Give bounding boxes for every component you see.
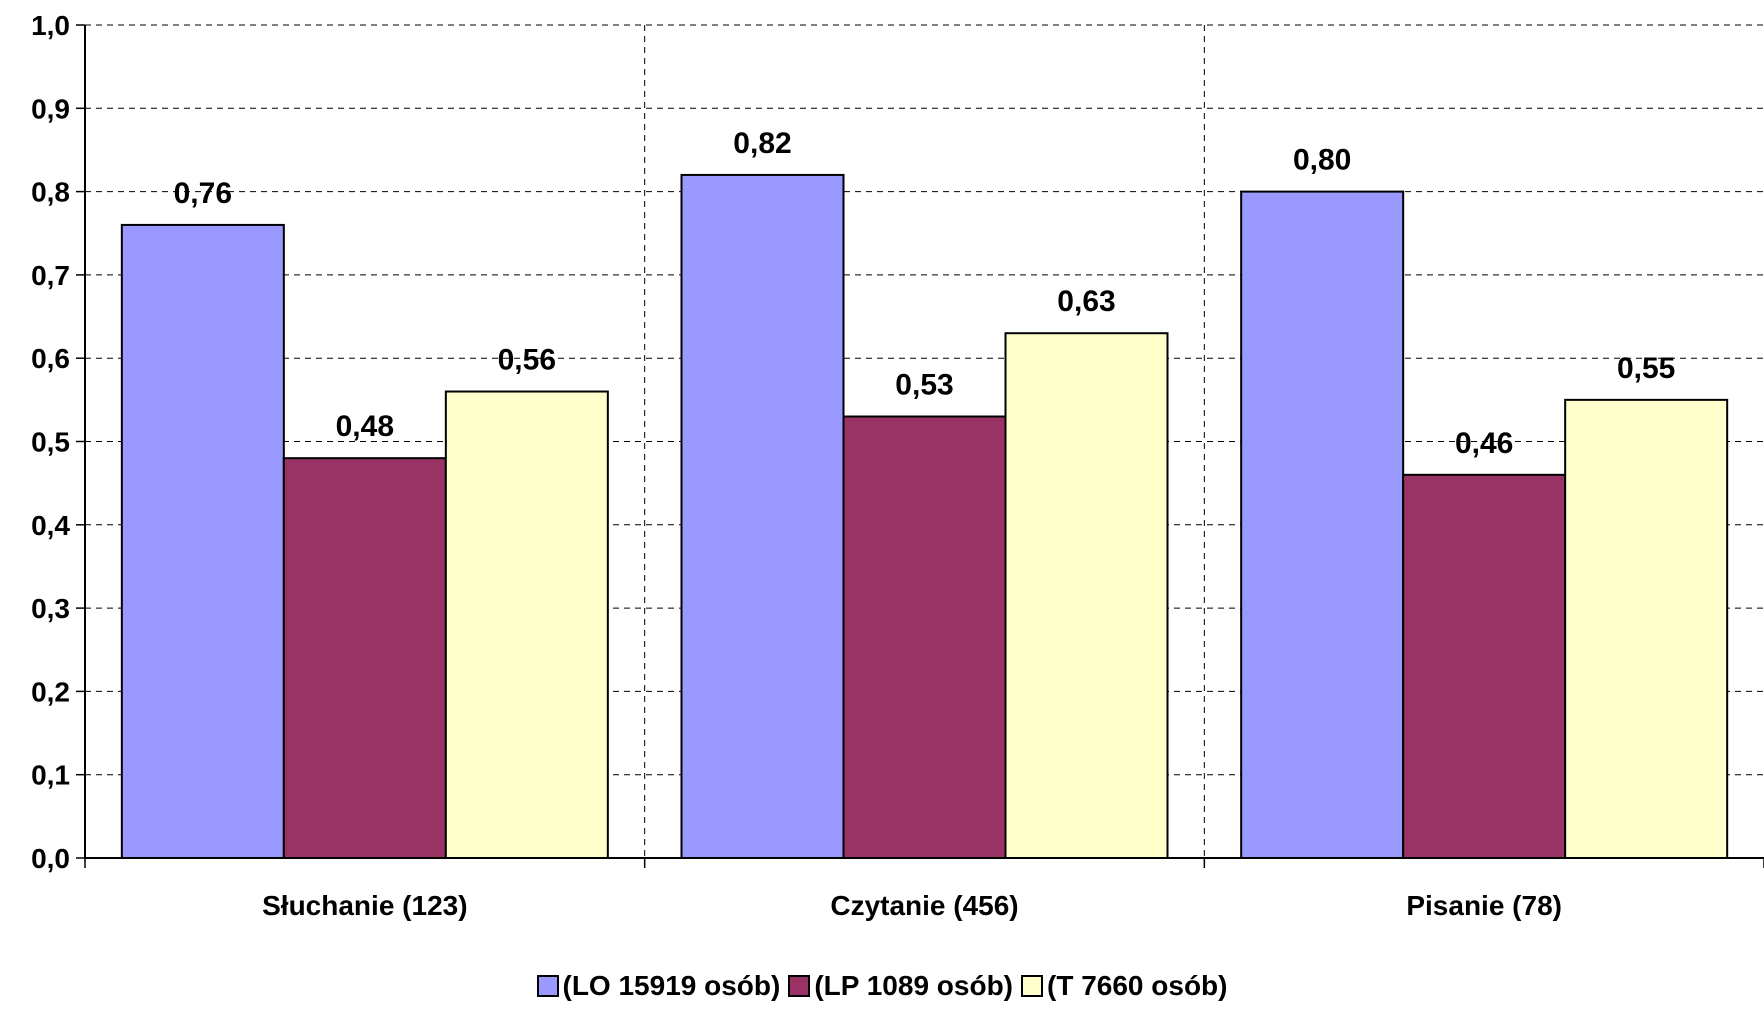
data-label: 0,63 <box>1057 285 1115 318</box>
data-label: 0,82 <box>733 127 791 160</box>
data-label: 0,80 <box>1293 144 1351 177</box>
legend-label-lp: (LP 1089 osób) <box>814 970 1013 1001</box>
y-tick-label: 0,4 <box>31 510 70 541</box>
bar <box>1564 398 1729 859</box>
y-tick-label: 0,9 <box>31 93 70 124</box>
bar <box>120 223 285 860</box>
legend-swatch-lp <box>788 975 811 997</box>
legend-label-t: (T 7660 osób) <box>1047 970 1228 1001</box>
data-label: 0,76 <box>174 177 232 210</box>
legend-label-lo: (LO 15919 osób) <box>562 970 781 1001</box>
legend-swatch-t <box>1021 975 1043 997</box>
y-tick-label: 0,5 <box>31 427 70 458</box>
bar <box>1004 332 1169 859</box>
bar <box>842 415 1007 859</box>
data-label: 0,56 <box>498 344 556 377</box>
x-tick-label: Słuchanie (123) <box>262 890 467 921</box>
y-tick-label: 0,2 <box>31 676 70 707</box>
data-label: 0,55 <box>1617 352 1675 385</box>
bar <box>680 173 845 859</box>
x-tick-label: Czytanie (456) <box>830 890 1018 921</box>
y-tick-label: 0,3 <box>31 593 70 624</box>
bar <box>1240 190 1405 860</box>
y-tick-label: 1,0 <box>31 10 70 41</box>
legend-item-lo: (LO 15919 osób) <box>536 970 781 1002</box>
y-tick-label: 0,1 <box>31 760 70 791</box>
y-tick-label: 0,8 <box>31 177 70 208</box>
y-tick-label: 0,6 <box>31 343 70 374</box>
y-tick-label: 0,0 <box>31 843 70 874</box>
data-label: 0,53 <box>895 369 953 402</box>
legend: (LO 15919 osób) (LP 1089 osób) (T 7660 o… <box>0 966 1764 1006</box>
bar <box>1402 473 1567 859</box>
data-label: 0,46 <box>1455 427 1513 460</box>
legend-item-lp: (LP 1089 osób) <box>788 970 1013 1002</box>
bar <box>444 390 609 859</box>
legend-swatch-lo <box>536 975 559 997</box>
bar <box>282 457 447 859</box>
y-tick-label: 0,7 <box>31 260 70 291</box>
legend-item-t: (T 7660 osób) <box>1021 970 1227 1002</box>
x-tick-label: Pisanie (78) <box>1406 890 1562 921</box>
data-label: 0,48 <box>336 410 394 443</box>
